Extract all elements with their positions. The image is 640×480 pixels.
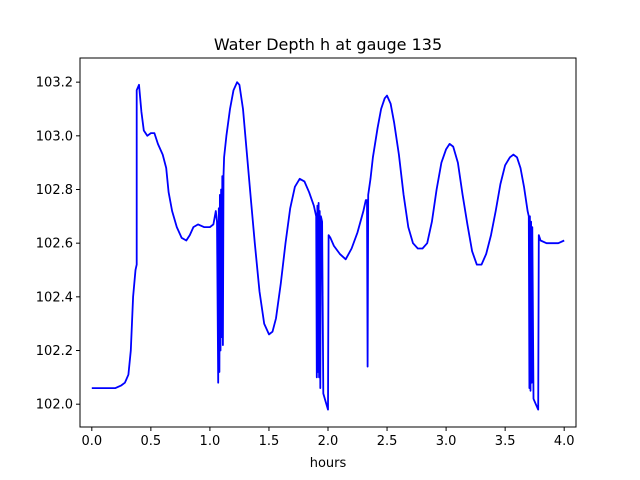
- x-tick-label: 1.0: [200, 434, 221, 449]
- x-tick-label: 0.0: [81, 434, 102, 449]
- x-axis-label: hours: [310, 456, 347, 471]
- y-tick-label: 102.6: [36, 237, 73, 252]
- y-axis: 102.0 102.2 102.4 102.6 102.8 103.0 103.2: [36, 76, 80, 413]
- x-tick-label: 3.5: [495, 434, 516, 449]
- x-tick-label: 2.0: [318, 434, 339, 449]
- series-line-1: [91, 81, 565, 411]
- x-tick-label: 4.0: [554, 434, 575, 449]
- y-tick-label: 103.2: [36, 76, 73, 91]
- x-tick-label: 3.0: [436, 434, 457, 449]
- y-tick-label: 102.4: [36, 290, 73, 305]
- plot-area: [91, 81, 565, 411]
- y-tick-label: 103.0: [36, 129, 73, 144]
- chart-title: Water Depth h at gauge 135: [214, 35, 442, 54]
- y-tick-label: 102.8: [36, 183, 73, 198]
- x-tick-label: 1.5: [259, 434, 280, 449]
- y-tick-label: 102.0: [36, 398, 73, 413]
- x-tick-label: 0.5: [141, 434, 162, 449]
- x-tick-label: 2.5: [377, 434, 398, 449]
- x-axis: 0.0 0.5 1.0 1.5 2.0 2.5 3.0 3.5 4.0: [81, 427, 575, 449]
- y-tick-label: 102.2: [36, 344, 73, 359]
